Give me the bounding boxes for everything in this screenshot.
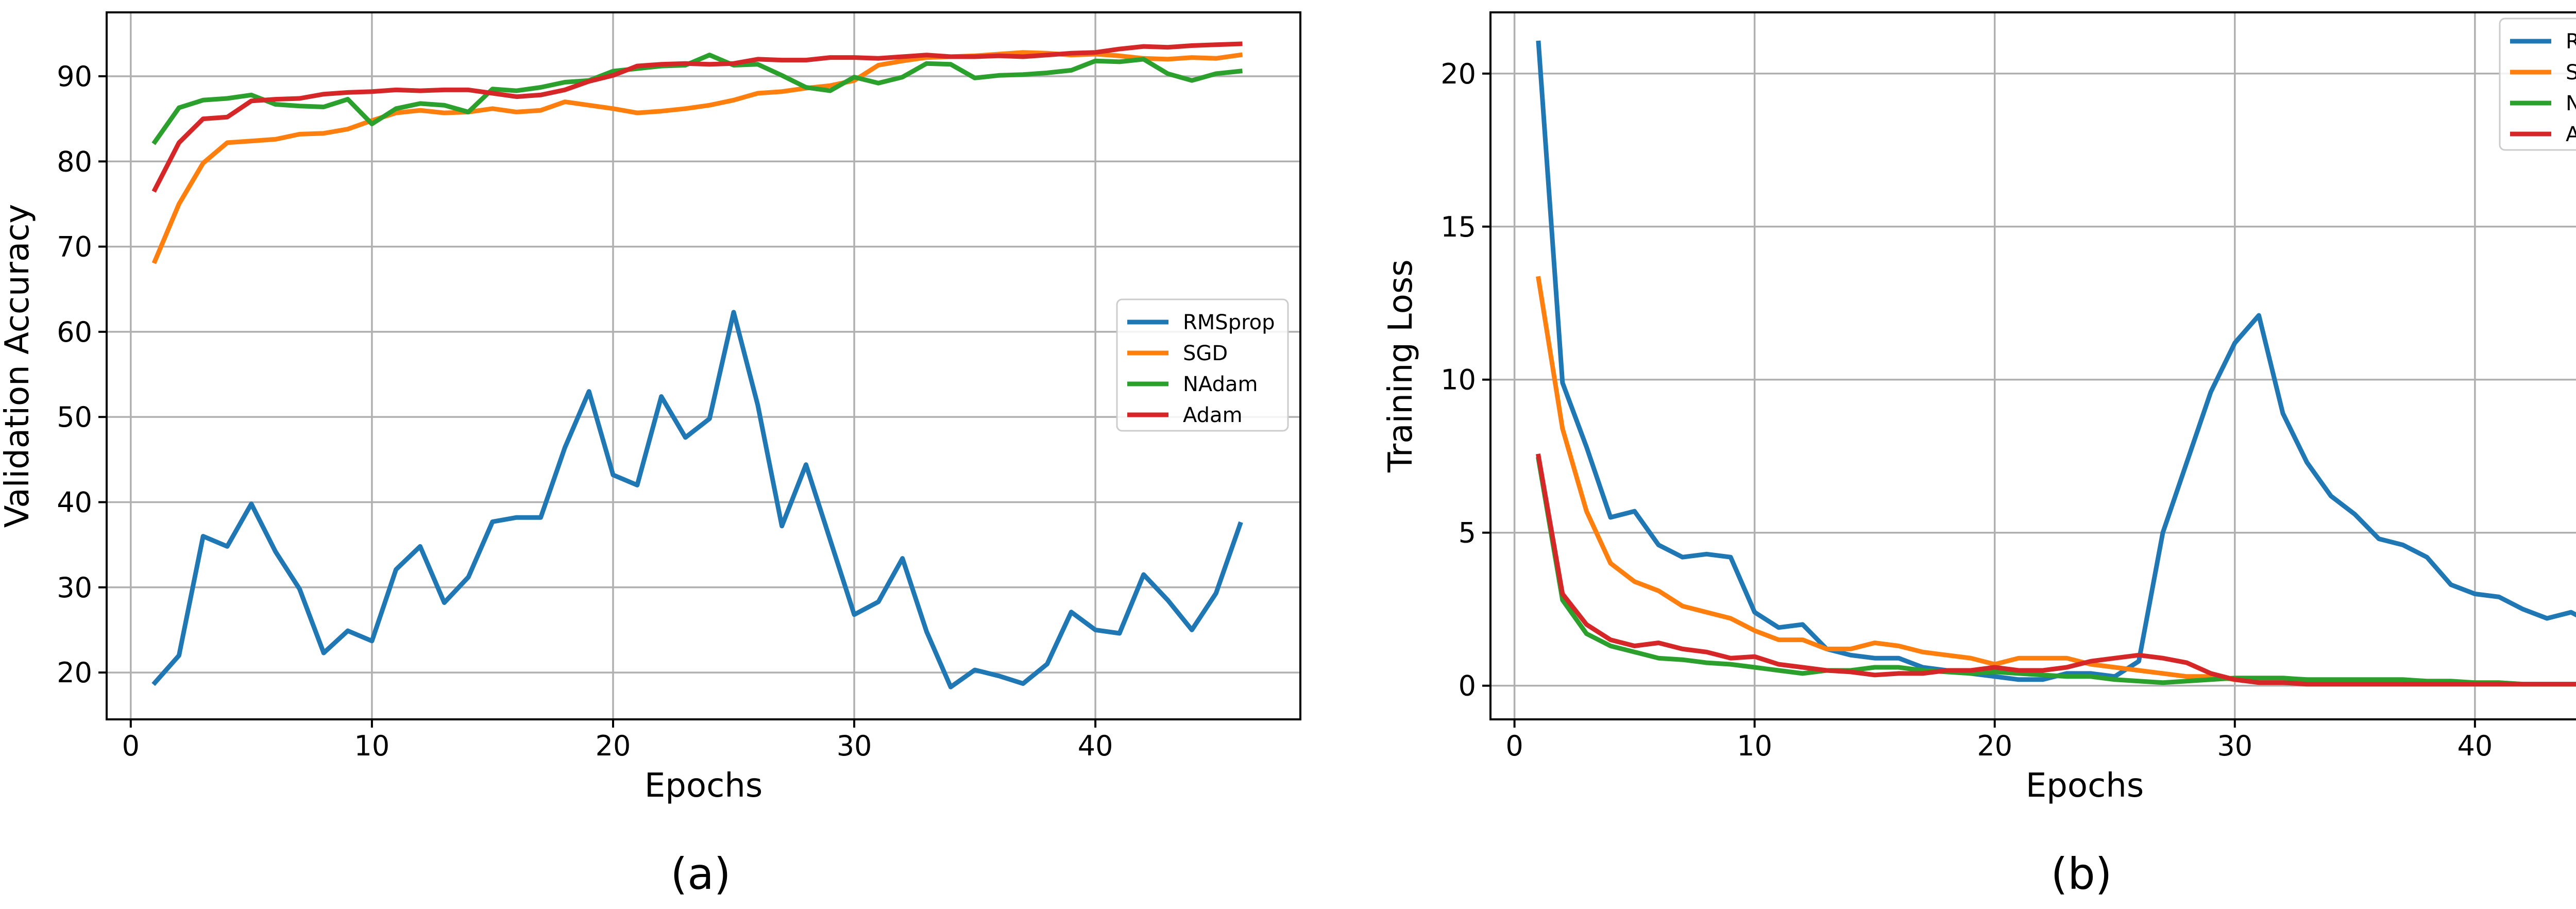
legend: RMSprop SGD NAdam Adam (1116, 298, 1289, 432)
legend-item-sgd: SGD (2510, 61, 2576, 85)
legend-item-adam: Adam (2510, 123, 2576, 146)
y-tick-label: 40 (57, 486, 92, 518)
y-axis-label: Validation Accuracy (0, 204, 37, 528)
x-tick-label: 30 (837, 730, 872, 762)
y-tick-label: 5 (1459, 517, 1476, 549)
x-tick-label: 10 (1737, 730, 1772, 762)
series-line-nadam (151, 53, 1243, 145)
y-axis: 0 5 10 15 20 (1440, 58, 1490, 702)
legend-box (1116, 298, 1289, 432)
x-tick-label: 40 (1078, 730, 1113, 762)
grid (1490, 12, 2576, 719)
legend-label: Adam (1183, 403, 1243, 427)
y-tick-label: 90 (57, 60, 92, 93)
legend-item-adam: Adam (1127, 403, 1243, 427)
y-tick-label: 60 (57, 316, 92, 348)
x-axis: 0 10 20 30 40 (122, 719, 1113, 762)
x-tick-label: 20 (1977, 730, 2012, 762)
y-tick-label: 10 (1440, 364, 1476, 396)
x-tick-label: 40 (2457, 730, 2493, 762)
legend-label: SGD (1183, 342, 1228, 365)
panel-a: 0 10 20 30 40 20 30 40 50 60 70 80 90 Epochs Validatio… (0, 11, 1301, 899)
series-line-nadam (1536, 457, 2576, 687)
x-tick-label: 0 (122, 730, 140, 762)
legend-label: SGD (2566, 61, 2576, 85)
panel-caption: (a) (670, 849, 731, 899)
series-line-rmsprop (151, 310, 1243, 689)
legend-label: NAdam (1183, 373, 1258, 396)
y-tick-label: 15 (1440, 211, 1476, 243)
legend-item-rmsprop: RMSprop (2510, 30, 2576, 54)
legend-item-rmsprop: RMSprop (1127, 311, 1275, 334)
legend-box (2499, 18, 2576, 151)
series-group (1535, 40, 2576, 687)
plot-frame (106, 11, 1301, 720)
x-tick-label: 0 (1505, 730, 1523, 762)
series-line-adam (151, 41, 1243, 193)
y-tick-label: 20 (57, 656, 92, 689)
panel-b: 0 10 20 30 40 0 5 10 15 20 Epochs Training Loss (b) R… (1382, 11, 2576, 899)
x-axis-label: Epochs (645, 767, 762, 805)
legend-label: Adam (2566, 123, 2576, 146)
x-tick-label: 30 (2217, 730, 2252, 762)
legend-label: RMSprop (1183, 311, 1275, 334)
series-line-adam (1535, 453, 2576, 687)
y-tick-label: 20 (1440, 58, 1476, 90)
y-tick-label: 70 (57, 231, 92, 263)
y-tick-label: 80 (57, 145, 92, 178)
y-axis: 20 30 40 50 60 70 80 90 (57, 60, 107, 689)
y-tick-label: 50 (57, 401, 92, 433)
x-tick-label: 20 (596, 730, 631, 762)
plot-frame (1489, 11, 2576, 720)
legend-item-nadam: NAdam (1127, 373, 1258, 396)
legend-label: RMSprop (2566, 30, 2576, 54)
legend: RMSprop SGD NAdam Adam (2499, 18, 2576, 151)
series-line-rmsprop (1536, 40, 2576, 682)
panel-caption: (b) (2051, 849, 2112, 899)
series-group (151, 41, 1243, 689)
y-axis-label: Training Loss (1382, 259, 1420, 473)
legend-label: NAdam (2566, 92, 2576, 115)
x-tick-label: 10 (354, 730, 390, 762)
x-axis-label: Epochs (2026, 767, 2144, 805)
legend-item-nadam: NAdam (2510, 92, 2576, 115)
legend-item-sgd: SGD (1127, 342, 1228, 365)
x-axis: 0 10 20 30 40 (1505, 719, 2493, 762)
grid (107, 12, 1300, 719)
y-tick-label: 0 (1459, 670, 1476, 702)
y-tick-label: 30 (57, 571, 92, 604)
